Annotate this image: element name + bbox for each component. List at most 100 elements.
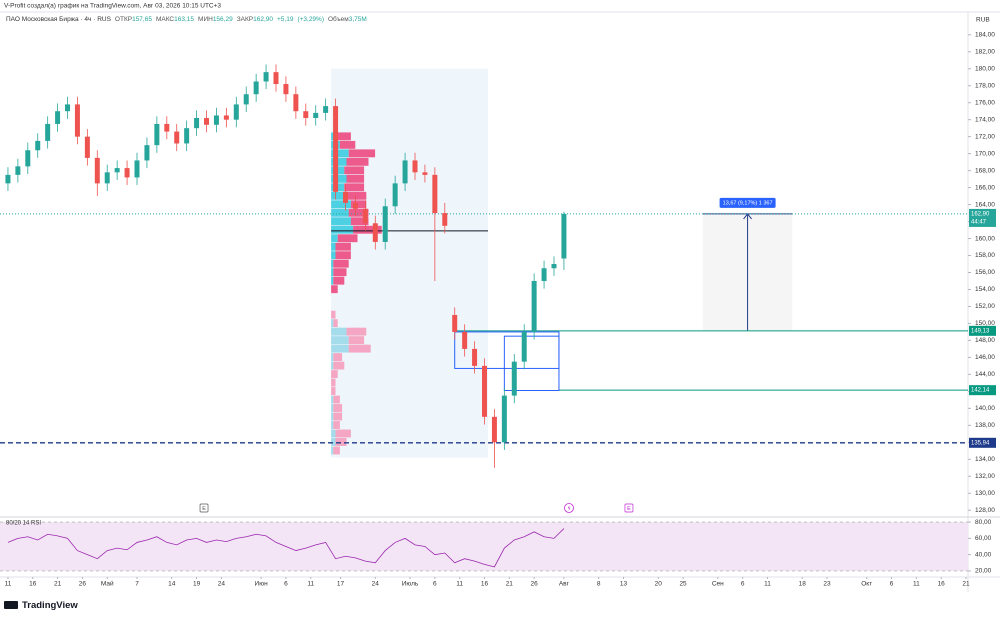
profile-up [331,412,334,421]
candle-body [134,160,140,178]
candle-body [184,128,190,144]
profile-up [331,319,334,328]
candle-body [402,160,408,184]
y-tick-label: 134,00 [975,456,995,463]
x-tick-label: 14 [168,581,176,588]
candle-body [25,150,31,167]
profile-up [331,174,347,183]
last-price-label: 162,90 [971,212,990,218]
profile-up [331,404,334,412]
x-tick-label: 6 [433,581,437,588]
candle-body [333,106,339,192]
profile-down [344,166,365,175]
candle-body [223,115,229,120]
profile-down [333,395,340,404]
level-label: 135,94 [971,440,990,446]
x-tick-label: Июн [255,581,269,588]
candle-body [432,174,438,214]
x-tick-label: 26 [531,581,539,588]
rsi-tick-label: 80,00 [975,519,992,526]
profile-up [331,200,351,209]
profile-down [335,429,351,438]
level-label-box [969,385,996,396]
profile-down [333,446,340,455]
candle-body [442,213,448,226]
profile-up [331,225,354,234]
rsi-tick-label: 60,00 [975,535,992,542]
y-tick-label: 146,00 [975,354,995,361]
legend-value: 3,75M [349,16,367,23]
profile-down [333,412,343,421]
y-tick-label: 178,00 [975,82,995,89]
x-tick-label: 21 [506,581,514,588]
level-label: 149,13 [971,328,990,334]
candle-body [551,264,557,269]
x-tick-label: 7 [135,581,139,588]
legend-key: МАКС [156,16,174,23]
profile-down [335,438,347,446]
x-tick-label: 16 [481,581,489,588]
profile-up [331,157,347,166]
candle-body [233,104,239,120]
profile-down [331,378,336,387]
x-tick-label: 24 [218,581,226,588]
last-price-box [969,208,996,227]
candle-body [263,72,269,82]
candle-body [15,166,21,175]
profile-up [331,259,334,268]
x-tick-label: 21 [54,581,62,588]
profile-down [346,327,367,336]
event-marker [199,503,209,513]
profile-up [331,395,334,404]
profile-down [344,183,365,192]
profile-down [331,285,338,294]
y-tick-label: 182,00 [975,48,995,55]
profile-down [333,361,345,370]
candle-body [491,416,497,443]
legend-key: ОТКР [115,16,132,23]
profile-down [348,344,371,353]
candle-body [5,174,11,184]
legend-key: ЗАКР [237,16,253,23]
y-tick-label: 172,00 [975,133,995,140]
measure-label: 13,67 (9,17%) 1 367 [723,200,773,206]
x-tick-label: 6 [284,581,288,588]
x-tick-label: 11 [764,581,771,588]
profile-up [331,361,334,370]
x-tick-label: 11 [307,581,314,588]
y-tick-label: 170,00 [975,150,995,157]
brand: TradingView [22,600,78,611]
candle-body [362,208,368,224]
y-tick-label: 132,00 [975,473,995,480]
y-tick-label: 154,00 [975,286,995,293]
candle-body [65,104,71,112]
candle-body [501,395,507,443]
candle-body [273,72,279,85]
candle-body [204,117,210,125]
y-tick-label: 184,00 [975,32,995,39]
y-tick-label: 152,00 [975,303,995,310]
event-label: E [202,506,206,512]
x-tick-label: 11 [5,581,12,588]
profile-up [331,344,349,353]
x-tick-label: Окт [861,581,872,588]
profile-down [333,276,345,285]
profile-up [331,421,334,429]
profile-up [331,327,347,336]
legend-value: 162,90 [253,16,273,23]
y-tick-label: 140,00 [975,405,995,412]
candle-body [352,202,358,209]
candle-body [213,115,219,125]
profile-down [346,157,369,166]
profile-down [335,251,351,260]
x-tick-label: Май [101,580,114,588]
candle-body [382,206,388,242]
profile-down [350,217,369,226]
legend-key: МИН [198,16,213,23]
level-label-box [969,325,996,336]
level-label: 142,14 [971,388,990,394]
profile-up [331,353,334,362]
profile-down [350,200,367,209]
profile-down [346,174,365,183]
